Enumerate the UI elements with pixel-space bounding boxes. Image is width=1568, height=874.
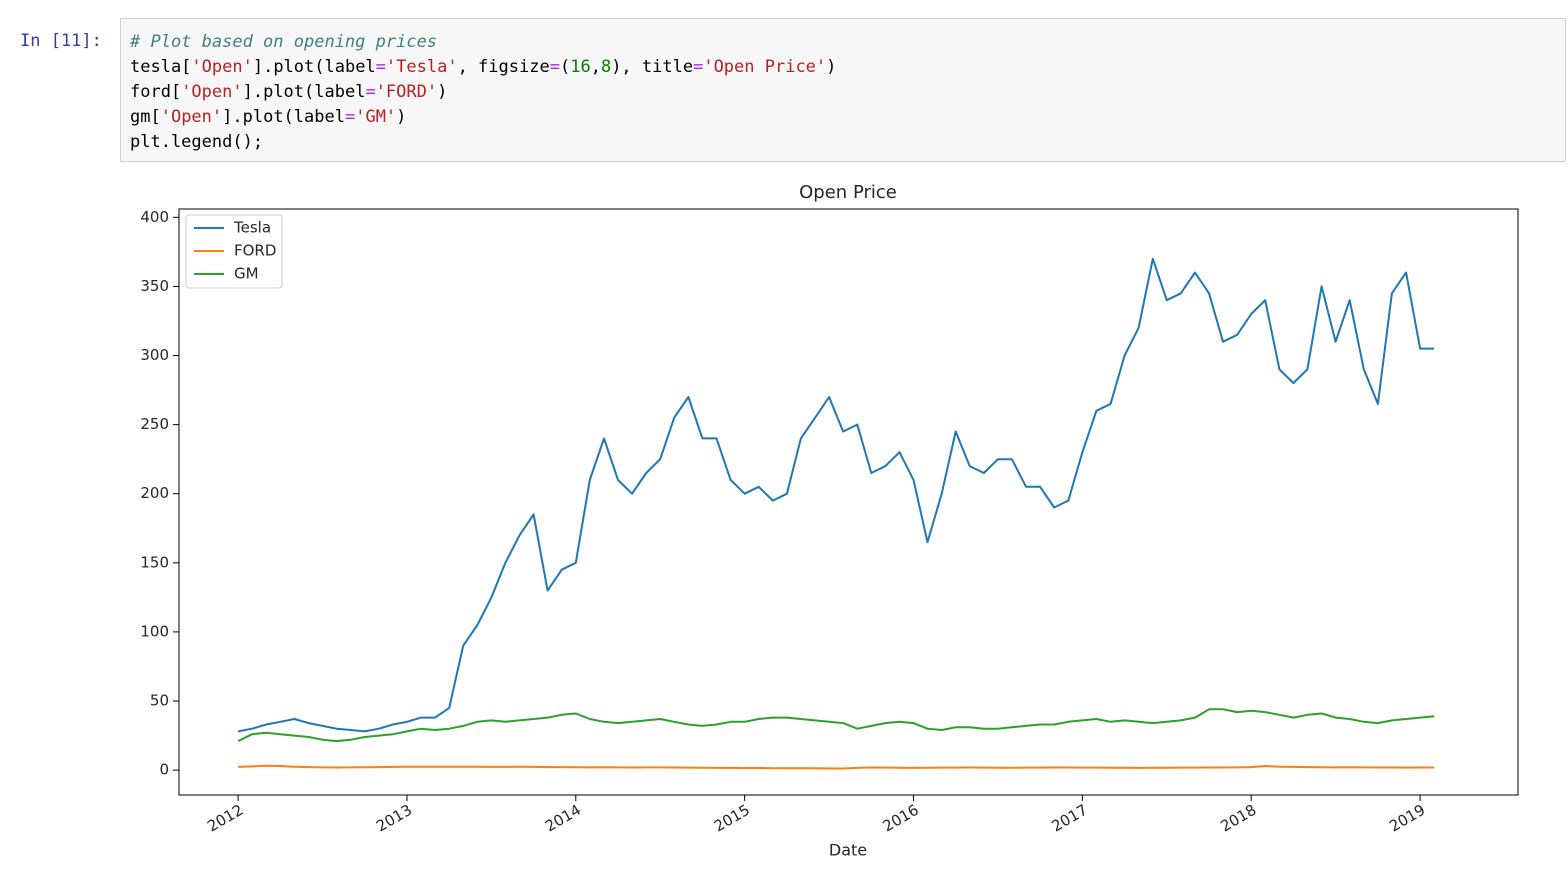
y-tick-label: 300 xyxy=(140,346,169,364)
x-tick-label: 2019 xyxy=(1386,801,1428,836)
x-tick-label: 2012 xyxy=(204,801,246,836)
code-line: # Plot based on opening prices xyxy=(130,32,438,52)
x-axis-label: Date xyxy=(829,841,867,860)
legend-box xyxy=(185,214,283,289)
legend-label: GM xyxy=(234,265,259,283)
y-tick-label: 150 xyxy=(140,553,169,571)
y-tick-label: 200 xyxy=(140,484,169,502)
y-tick-label: 50 xyxy=(150,692,169,710)
line-series xyxy=(237,257,1435,733)
y-tick-label: 350 xyxy=(140,277,169,295)
x-tick-label: 2017 xyxy=(1049,801,1091,836)
y-tick-label: 0 xyxy=(159,761,169,779)
x-tick-label: 2018 xyxy=(1217,801,1259,836)
x-tick-label: 2013 xyxy=(373,801,415,836)
cell-prompt: In [11]: xyxy=(20,31,102,51)
y-tick-label: 400 xyxy=(140,208,169,226)
code-line: ford['Open'].plot(label='FORD') xyxy=(130,82,448,102)
x-tick-label: 2015 xyxy=(711,801,753,836)
code-line: tesla['Open'].plot(label='Tesla', figsiz… xyxy=(130,57,837,77)
y-tick-label: 100 xyxy=(140,622,169,640)
code-line: gm['Open'].plot(label='GM') xyxy=(130,107,407,127)
x-tick-label: 2016 xyxy=(880,801,922,836)
chart-title: Open Price xyxy=(799,182,897,203)
code-line: plt.legend(); xyxy=(130,132,264,152)
legend-label: FORD xyxy=(234,242,276,260)
code-cell[interactable]: # Plot based on opening prices tesla['Ope… xyxy=(120,18,1566,162)
x-tick-label: 2014 xyxy=(542,801,584,836)
axes-frame xyxy=(178,208,1519,796)
legend-label: Tesla xyxy=(233,219,271,237)
y-tick-label: 250 xyxy=(140,415,169,433)
line-series xyxy=(238,764,1435,770)
line-series xyxy=(237,708,1435,743)
